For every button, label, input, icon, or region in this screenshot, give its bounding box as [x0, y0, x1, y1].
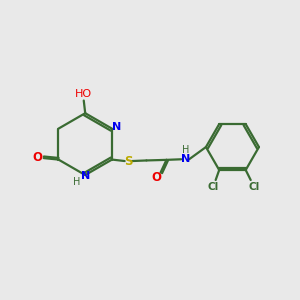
Text: Cl: Cl [249, 182, 260, 192]
Text: N: N [81, 171, 90, 181]
Text: S: S [124, 154, 132, 167]
Text: H: H [182, 146, 189, 155]
Text: N: N [112, 122, 121, 132]
Text: H: H [73, 176, 81, 187]
Text: O: O [33, 151, 43, 164]
Text: O: O [152, 171, 162, 184]
Text: N: N [181, 154, 190, 164]
Text: Cl: Cl [207, 182, 218, 192]
Text: HO: HO [75, 89, 92, 99]
